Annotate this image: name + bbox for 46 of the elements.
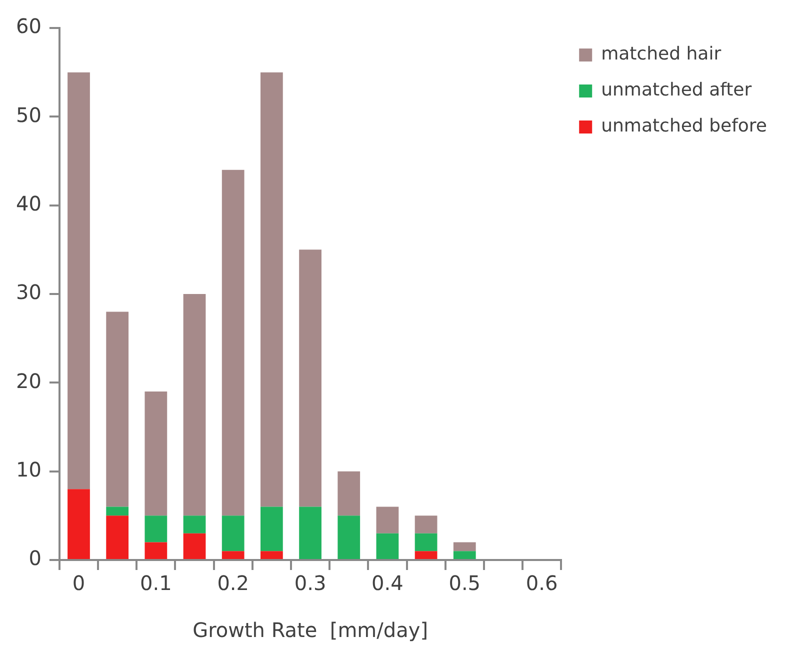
bar	[414, 516, 438, 534]
bar	[144, 516, 168, 542]
bar	[376, 506, 399, 534]
bar	[260, 506, 283, 552]
y-tick-label: 50	[16, 102, 42, 127]
y-tick-label: 40	[16, 192, 42, 216]
y-tick-label: 30	[16, 280, 42, 304]
bar	[183, 533, 206, 559]
bar	[68, 72, 90, 490]
legend-label: unmatched after	[601, 80, 752, 101]
bar	[222, 170, 244, 516]
bar	[183, 516, 206, 534]
bar	[222, 516, 244, 552]
x-tick-label: 0.6	[526, 571, 558, 596]
legend-label: unmatched before	[601, 116, 768, 137]
bar	[144, 392, 168, 516]
bar	[222, 551, 244, 559]
x-tick-label: 0.3	[294, 571, 326, 596]
bar	[144, 542, 168, 559]
bar	[414, 533, 438, 552]
x-axis-title: Growth Rate [mm/day]	[192, 618, 428, 642]
x-tick-label: 0	[72, 571, 86, 596]
bar	[68, 489, 90, 559]
bar	[183, 294, 206, 516]
x-tick-label: 0.5	[448, 571, 481, 596]
y-tick-label: 60	[16, 14, 42, 38]
bar	[106, 506, 129, 516]
bar	[376, 533, 399, 559]
bar	[106, 312, 129, 507]
legend-label: matched hair	[601, 44, 722, 65]
bar	[338, 516, 360, 559]
bar	[299, 506, 322, 559]
bar	[453, 542, 476, 552]
x-tick-label: 0.2	[217, 571, 250, 596]
bar	[260, 72, 283, 507]
y-tick-label: 10	[16, 458, 42, 482]
bar	[260, 551, 283, 559]
x-tick-label: 0.1	[140, 571, 172, 596]
bar	[453, 551, 476, 559]
bar	[338, 471, 360, 516]
y-tick-label: 20	[16, 368, 42, 393]
bar	[414, 551, 438, 559]
x-tick-label: 0.4	[372, 571, 404, 596]
bar	[106, 516, 129, 559]
y-tick-label: 0	[28, 546, 42, 570]
bar	[299, 250, 322, 507]
